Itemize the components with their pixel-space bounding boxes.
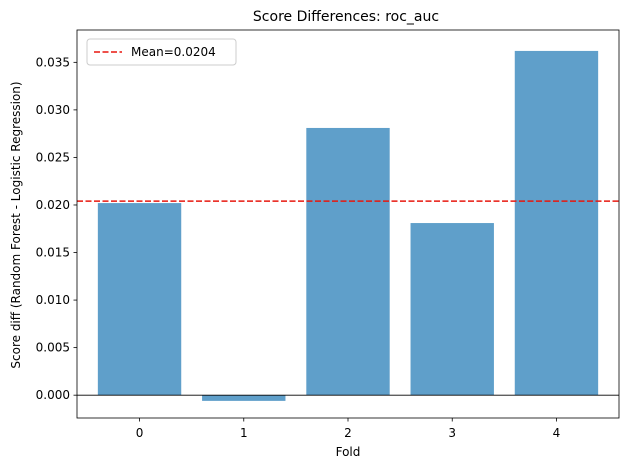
legend: Mean=0.0204 [86,38,237,66]
x-tick-label: 0 [136,426,144,440]
x-tick-label: 2 [344,426,352,440]
y-axis-label: Score diff (Random Forest - Logistic Reg… [9,81,23,368]
x-tick-label: 3 [448,426,456,440]
y-tick-label: 0.005 [36,341,70,355]
y-axis-ticks: 0.000 0.005 0.010 0.015 0.020 0.025 0.030 0.035 [36,55,77,402]
bar-fold-2 [306,127,390,396]
y-tick-label: 0.020 [36,198,70,212]
legend-mean-label: Mean=0.0204 [131,45,216,59]
legend-box [86,38,237,66]
bar-fold-1 [202,395,286,401]
y-tick-label: 0.030 [36,103,70,117]
bar-fold-4 [514,50,599,396]
bar-fold-0 [97,203,182,396]
plot-area [77,50,619,401]
y-tick-label: 0.025 [36,150,70,164]
y-tick-label: 0.010 [36,293,70,307]
x-tick-label: 4 [553,426,561,440]
y-tick-label: 0.015 [36,246,70,260]
y-tick-label: 0.035 [36,55,70,69]
chart-title: Score Differences: roc_auc [253,9,439,25]
x-axis-ticks: 0 1 2 3 4 [136,418,561,440]
x-axis-label: Fold [336,445,361,459]
y-tick-label: 0.000 [36,388,70,402]
bar-fold-3 [410,223,494,396]
x-tick-label: 1 [240,426,248,440]
